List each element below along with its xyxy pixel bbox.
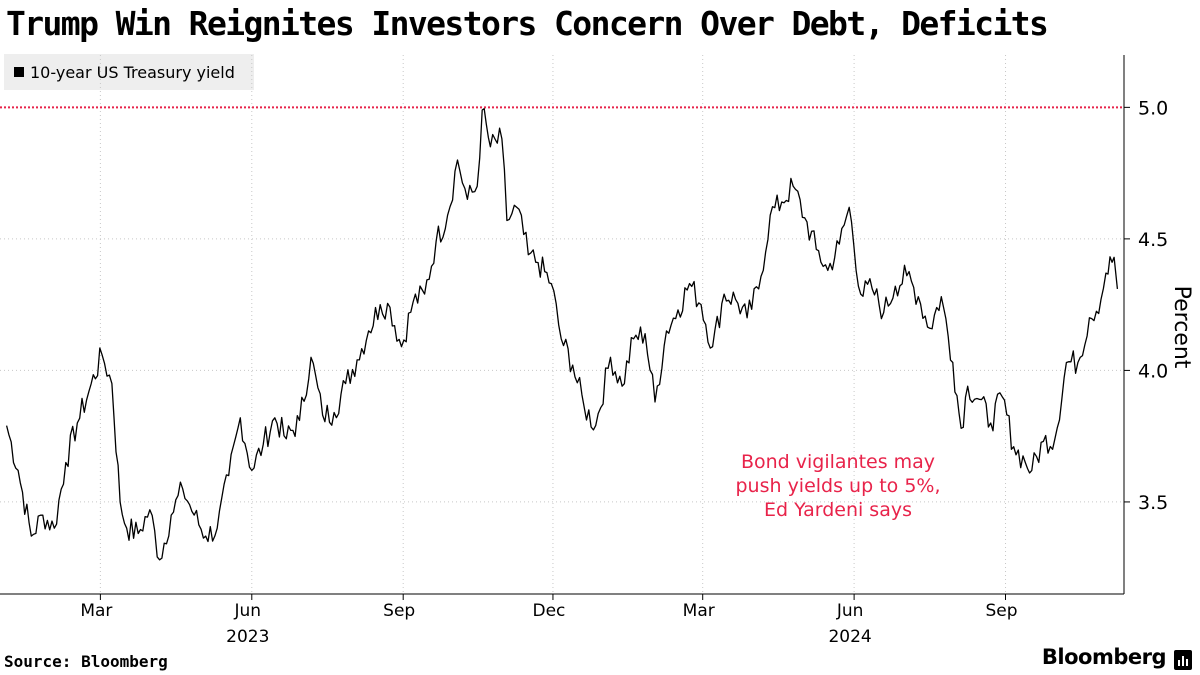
annotation-line: push yields up to 5%, [735, 475, 940, 497]
annotation-line: Ed Yardeni says [764, 499, 912, 521]
y-tick-label: 4.0 [1138, 360, 1168, 382]
y-tick-label: 4.5 [1138, 229, 1168, 251]
bloomberg-chart-icon [1174, 650, 1192, 670]
x-tick-label: Mar [683, 601, 715, 621]
x-tick-label: Dec [532, 601, 565, 621]
x-year-label: 2024 [828, 627, 871, 647]
chart-title: Trump Win Reignites Investors Concern Ov… [6, 4, 1049, 43]
x-year-label: 2023 [226, 627, 269, 647]
x-tick-label: Sep [985, 601, 1017, 621]
brand-logo-text: Bloomberg [1041, 645, 1167, 669]
y-tick-label: 5.0 [1138, 97, 1168, 119]
grid [0, 55, 1124, 594]
legend-label: 10-year US Treasury yield [30, 62, 235, 82]
x-tick-label: Mar [80, 601, 112, 621]
x-tick-label: Jun [836, 601, 864, 621]
legend-swatch [14, 67, 24, 77]
annotation-line: Bond vigilantes may [741, 451, 935, 473]
y-tick-label: 3.5 [1138, 492, 1168, 514]
x-tick-label: Jun [234, 601, 262, 621]
series-line-10y-yield [5, 108, 1119, 561]
source-note: Source: Bloomberg [4, 652, 168, 671]
x-tick-label: Sep [383, 601, 415, 621]
annotation-text: Bond vigilantes may push yields up to 5%,… [735, 451, 940, 521]
x-axis-ticks: Mar Jun Sep Dec Mar Jun Sep 2023 2024 [80, 594, 1018, 647]
y-axis-label: Percent [1169, 286, 1194, 369]
legend: 10-year US Treasury yield [4, 54, 254, 90]
y-axis-ticks: 3.5 4.0 4.5 5.0 [1124, 97, 1168, 514]
